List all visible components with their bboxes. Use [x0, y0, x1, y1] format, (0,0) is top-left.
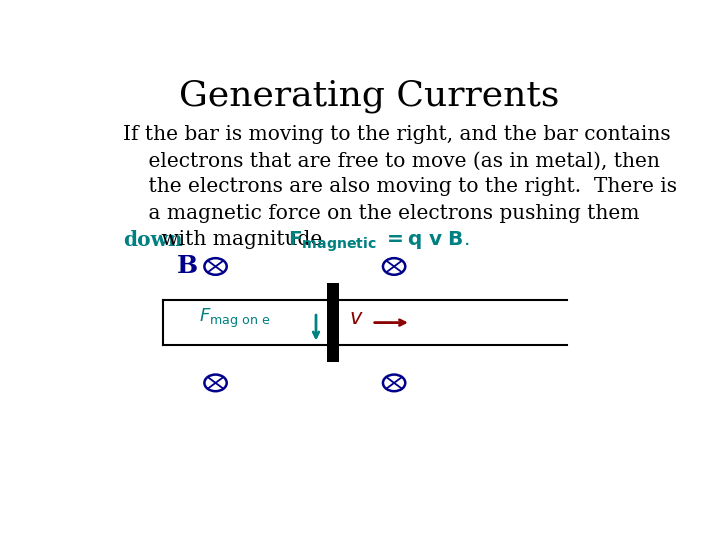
Text: a magnetic force on the electrons pushing them: a magnetic force on the electrons pushin…	[124, 204, 640, 222]
Text: $F_{\mathrm{mag\ on\ e}}$: $F_{\mathrm{mag\ on\ e}}$	[199, 307, 270, 330]
Text: Generating Currents: Generating Currents	[179, 79, 559, 113]
Text: the electrons are also moving to the right.  There is: the electrons are also moving to the rig…	[124, 178, 678, 197]
Text: If the bar is moving to the right, and the bar contains: If the bar is moving to the right, and t…	[124, 125, 671, 144]
Bar	[327, 283, 339, 362]
Text: B: B	[176, 254, 197, 279]
Text: electrons that are free to move (as in metal), then: electrons that are free to move (as in m…	[124, 151, 660, 170]
Text: down: down	[124, 230, 183, 250]
Text: with magnitude: with magnitude	[156, 230, 329, 249]
Text: $\mathbf{F}_{\mathbf{magnetic}}$ $\mathbf{= q\ v\ B}$.: $\mathbf{F}_{\mathbf{magnetic}}$ $\mathb…	[288, 230, 469, 254]
Text: $v$: $v$	[349, 308, 364, 328]
